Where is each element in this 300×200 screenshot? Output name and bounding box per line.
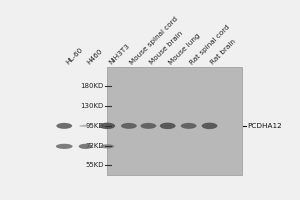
Text: 180KD: 180KD — [80, 83, 104, 89]
Text: Mouse spinal cord: Mouse spinal cord — [129, 15, 179, 66]
Ellipse shape — [160, 123, 176, 129]
Ellipse shape — [56, 144, 73, 149]
Text: Rat brain: Rat brain — [210, 38, 237, 66]
Ellipse shape — [79, 125, 92, 127]
Text: 95KD: 95KD — [85, 123, 104, 129]
Ellipse shape — [56, 123, 72, 129]
Ellipse shape — [202, 123, 218, 129]
Text: 130KD: 130KD — [80, 103, 104, 109]
Ellipse shape — [140, 123, 156, 129]
Text: Mouse lung: Mouse lung — [168, 32, 201, 66]
Ellipse shape — [181, 123, 196, 129]
Text: 72KD: 72KD — [85, 143, 104, 149]
Text: Rat spinal cord: Rat spinal cord — [189, 23, 231, 66]
Text: HL-60: HL-60 — [64, 46, 83, 66]
Text: H460: H460 — [85, 48, 103, 66]
Text: 55KD: 55KD — [85, 162, 104, 168]
Text: NIH3T3: NIH3T3 — [107, 42, 130, 66]
Text: Mouse brain: Mouse brain — [148, 30, 184, 66]
Ellipse shape — [79, 144, 93, 149]
Ellipse shape — [100, 144, 114, 148]
Bar — [107, 67, 242, 175]
Ellipse shape — [121, 123, 137, 129]
Ellipse shape — [99, 123, 115, 129]
Text: PCDHA12: PCDHA12 — [247, 123, 281, 129]
